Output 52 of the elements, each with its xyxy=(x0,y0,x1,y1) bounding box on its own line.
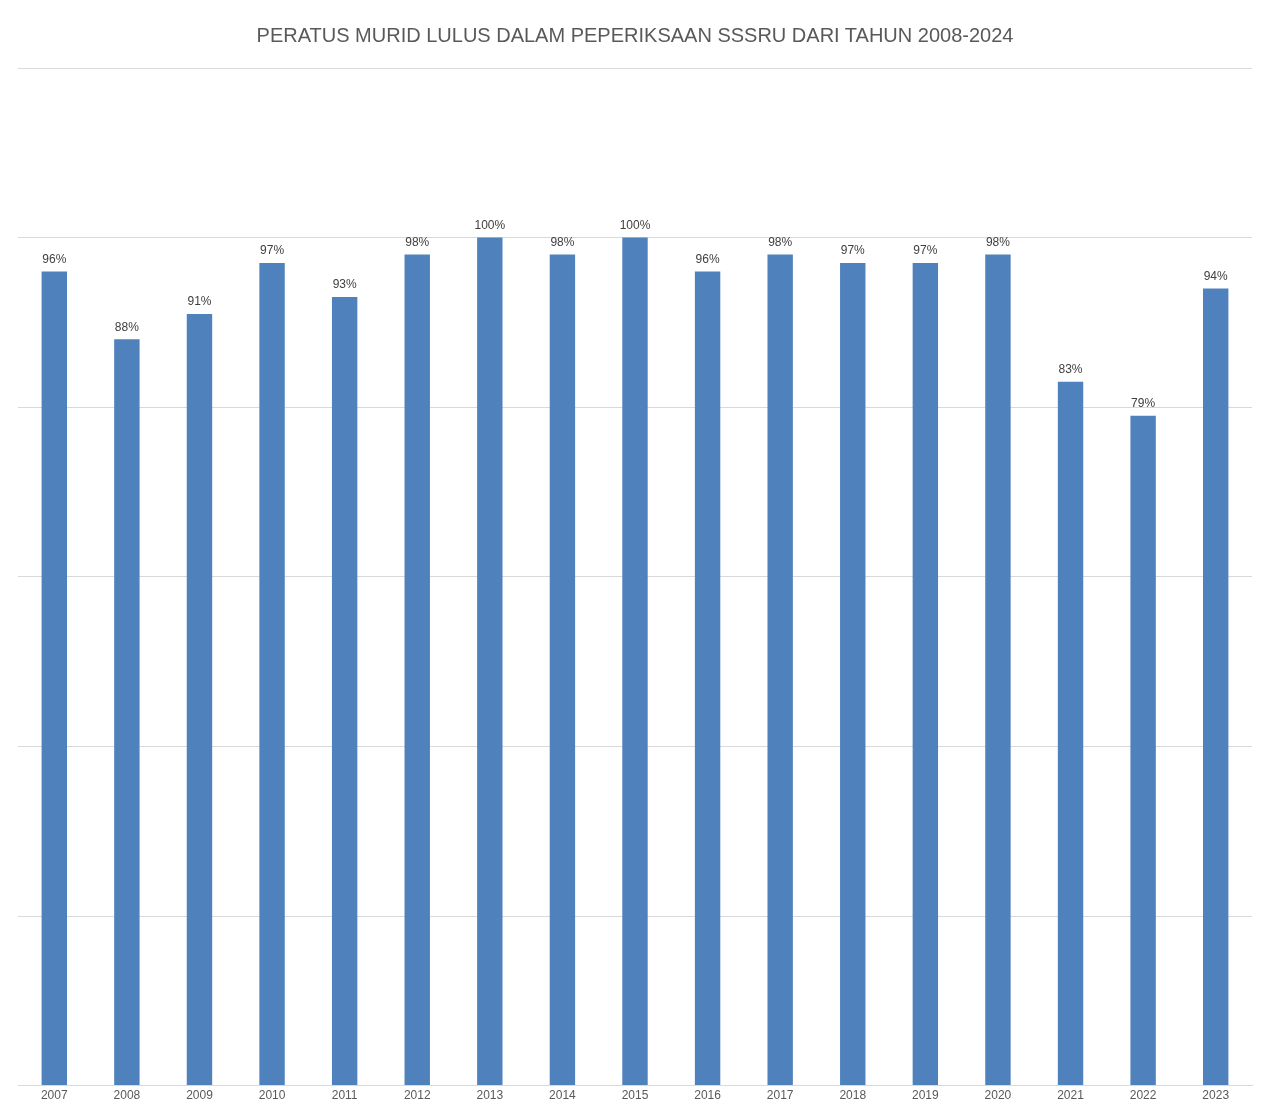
x-tick-label: 2023 xyxy=(1202,1088,1230,1103)
bar xyxy=(622,237,648,1086)
data-label: 96% xyxy=(42,251,67,266)
bar xyxy=(1057,381,1084,1086)
x-tick-label: 2015 xyxy=(621,1088,649,1103)
data-label: 94% xyxy=(1203,268,1229,283)
bar xyxy=(114,339,140,1086)
bar xyxy=(694,271,721,1086)
bar xyxy=(331,296,358,1086)
data-label: 97% xyxy=(840,243,866,258)
x-tick-label: 2020 xyxy=(984,1088,1012,1103)
bar xyxy=(259,263,285,1086)
data-label: 88% xyxy=(114,319,140,334)
data-label: 98% xyxy=(768,234,793,249)
x-tick-label: 2013 xyxy=(476,1088,504,1103)
data-label: 100% xyxy=(619,217,651,232)
data-label: 79% xyxy=(1131,395,1156,410)
data-label: 91% xyxy=(187,294,212,309)
bar xyxy=(477,237,503,1086)
bar xyxy=(549,254,576,1086)
x-tick-label: 2008 xyxy=(113,1088,141,1103)
x-tick-label: 2019 xyxy=(912,1088,940,1103)
bar xyxy=(1203,288,1229,1086)
data-label: 96% xyxy=(695,251,720,266)
x-tick-label: 2007 xyxy=(40,1088,68,1103)
x-tick-label: 2014 xyxy=(549,1088,577,1103)
bar xyxy=(840,263,866,1086)
bar xyxy=(1130,415,1156,1086)
x-tick-label: 2022 xyxy=(1129,1088,1157,1103)
data-label: 98% xyxy=(550,234,575,249)
bar xyxy=(186,313,213,1086)
data-label: 83% xyxy=(1058,362,1083,377)
x-tick-label: 2011 xyxy=(331,1088,358,1103)
data-label: 98% xyxy=(405,234,430,249)
bar xyxy=(767,254,793,1086)
bar xyxy=(912,263,939,1086)
x-tick-label: 2010 xyxy=(258,1088,286,1103)
data-label: 100% xyxy=(474,217,506,232)
data-label: 97% xyxy=(260,243,285,258)
chart-title: PERATUS MURID LULUS DALAM PEPERIKSAAN SSSRU DARI TAHUN 2008-2024 xyxy=(256,23,1014,46)
bar xyxy=(985,254,1011,1086)
data-label: 98% xyxy=(985,234,1011,249)
x-tick-label: 2021 xyxy=(1057,1088,1085,1103)
x-tick-label: 2017 xyxy=(766,1088,794,1103)
data-label: 93% xyxy=(332,277,357,292)
x-tick-label: 2009 xyxy=(186,1088,214,1103)
x-tick-label: 2016 xyxy=(694,1088,722,1103)
x-tick-label: 2018 xyxy=(839,1088,867,1103)
bar xyxy=(404,254,430,1086)
bar xyxy=(41,271,67,1086)
data-label: 97% xyxy=(913,243,938,258)
x-tick-label: 2012 xyxy=(403,1088,431,1103)
